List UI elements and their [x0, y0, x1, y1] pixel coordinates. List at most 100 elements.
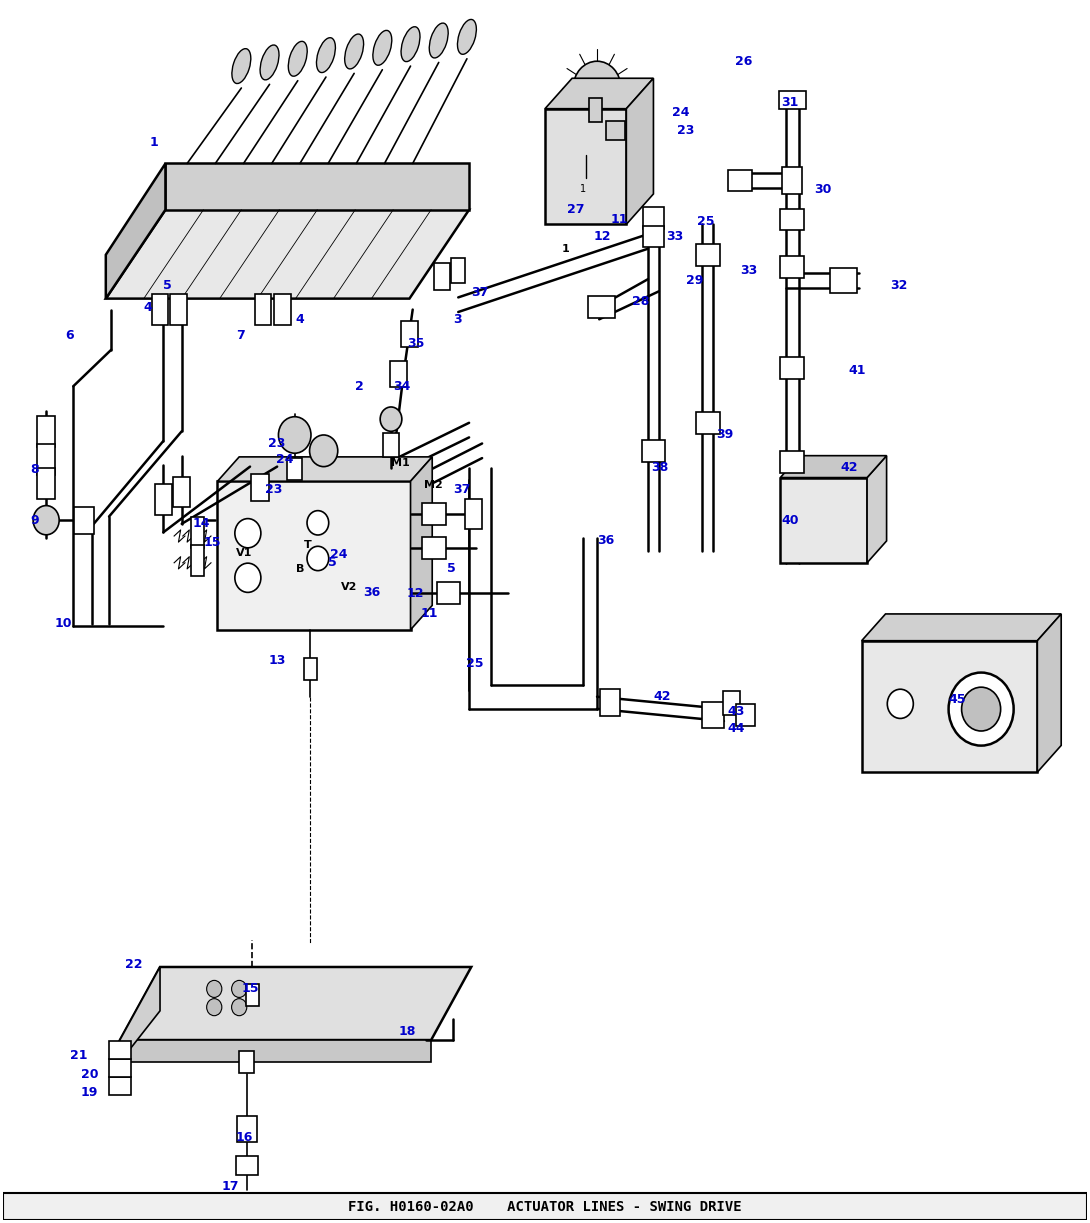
Text: 31: 31 [782, 97, 799, 109]
Polygon shape [867, 456, 886, 563]
Bar [545, 109, 627, 224]
Polygon shape [627, 78, 653, 224]
FancyBboxPatch shape [702, 702, 724, 729]
Text: 24: 24 [330, 548, 348, 561]
Circle shape [231, 981, 246, 998]
FancyBboxPatch shape [451, 258, 465, 283]
Text: 13: 13 [268, 654, 286, 667]
FancyBboxPatch shape [643, 208, 664, 229]
Text: 2: 2 [355, 380, 364, 393]
FancyBboxPatch shape [245, 985, 258, 1007]
Polygon shape [106, 164, 166, 298]
FancyBboxPatch shape [437, 582, 460, 604]
FancyBboxPatch shape [275, 295, 291, 325]
Text: 24: 24 [276, 453, 293, 466]
Bar [862, 641, 1038, 772]
Bar [218, 481, 411, 630]
FancyBboxPatch shape [304, 658, 317, 680]
FancyBboxPatch shape [155, 484, 172, 515]
FancyBboxPatch shape [192, 545, 205, 576]
Text: 25: 25 [465, 657, 483, 670]
Text: 33: 33 [740, 264, 758, 278]
Text: 10: 10 [54, 618, 72, 630]
Polygon shape [1038, 614, 1062, 772]
FancyBboxPatch shape [423, 537, 446, 559]
Text: 15: 15 [204, 536, 221, 549]
Text: 41: 41 [849, 364, 867, 377]
Ellipse shape [373, 31, 391, 65]
FancyBboxPatch shape [728, 170, 752, 192]
Text: 22: 22 [125, 958, 143, 971]
FancyBboxPatch shape [173, 477, 191, 508]
Text: 1: 1 [580, 183, 586, 194]
Text: 36: 36 [597, 534, 615, 548]
Text: B: B [295, 564, 304, 574]
Circle shape [573, 61, 621, 115]
Text: 4: 4 [144, 301, 153, 313]
FancyBboxPatch shape [255, 295, 271, 325]
Text: 38: 38 [652, 461, 668, 475]
Text: 42: 42 [653, 690, 671, 703]
Circle shape [310, 435, 338, 467]
Text: 17: 17 [222, 1180, 240, 1192]
Text: T: T [304, 539, 312, 549]
FancyBboxPatch shape [252, 475, 268, 500]
Ellipse shape [232, 49, 251, 83]
Circle shape [961, 687, 1001, 731]
Text: 27: 27 [567, 203, 584, 216]
FancyBboxPatch shape [423, 503, 446, 525]
Text: 5: 5 [328, 556, 337, 569]
Text: 32: 32 [889, 279, 907, 292]
Text: 21: 21 [70, 1049, 87, 1063]
Text: 40: 40 [782, 514, 799, 527]
Polygon shape [120, 1040, 432, 1062]
FancyBboxPatch shape [780, 451, 804, 473]
Circle shape [380, 407, 402, 432]
Text: 37: 37 [452, 483, 470, 497]
FancyBboxPatch shape [239, 1051, 254, 1073]
Text: 33: 33 [666, 230, 683, 243]
Text: 28: 28 [632, 295, 650, 307]
Text: 23: 23 [265, 483, 282, 497]
FancyBboxPatch shape [434, 263, 450, 290]
Circle shape [278, 417, 311, 454]
FancyBboxPatch shape [152, 295, 168, 325]
Text: 26: 26 [735, 55, 752, 67]
Text: 30: 30 [814, 182, 832, 196]
Text: 9: 9 [29, 514, 38, 527]
Text: 5: 5 [164, 279, 172, 292]
Text: M1: M1 [391, 457, 410, 468]
Text: 44: 44 [727, 722, 744, 735]
Polygon shape [120, 967, 471, 1040]
Ellipse shape [261, 45, 279, 79]
FancyBboxPatch shape [695, 412, 719, 434]
FancyBboxPatch shape [588, 296, 615, 318]
Text: 12: 12 [407, 587, 424, 599]
Text: 8: 8 [29, 462, 38, 476]
Text: 12: 12 [594, 230, 611, 243]
FancyBboxPatch shape [642, 440, 665, 462]
Text: 45: 45 [948, 692, 966, 706]
Text: 35: 35 [408, 338, 425, 350]
Text: M2: M2 [424, 479, 443, 490]
FancyBboxPatch shape [780, 256, 804, 278]
Polygon shape [106, 209, 469, 298]
FancyBboxPatch shape [287, 459, 302, 479]
FancyBboxPatch shape [237, 1115, 256, 1142]
FancyBboxPatch shape [723, 691, 740, 715]
FancyBboxPatch shape [780, 357, 804, 379]
Text: 34: 34 [393, 380, 411, 393]
Text: 15: 15 [241, 982, 258, 996]
Polygon shape [780, 456, 886, 477]
Text: 6: 6 [65, 329, 74, 341]
Text: V2: V2 [341, 582, 358, 592]
Text: 18: 18 [399, 1025, 416, 1038]
Circle shape [307, 511, 329, 534]
FancyBboxPatch shape [643, 225, 664, 247]
Ellipse shape [344, 34, 364, 68]
FancyBboxPatch shape [390, 361, 407, 388]
FancyBboxPatch shape [74, 506, 94, 533]
Text: 29: 29 [686, 274, 703, 287]
FancyBboxPatch shape [736, 704, 755, 726]
FancyBboxPatch shape [606, 121, 626, 139]
